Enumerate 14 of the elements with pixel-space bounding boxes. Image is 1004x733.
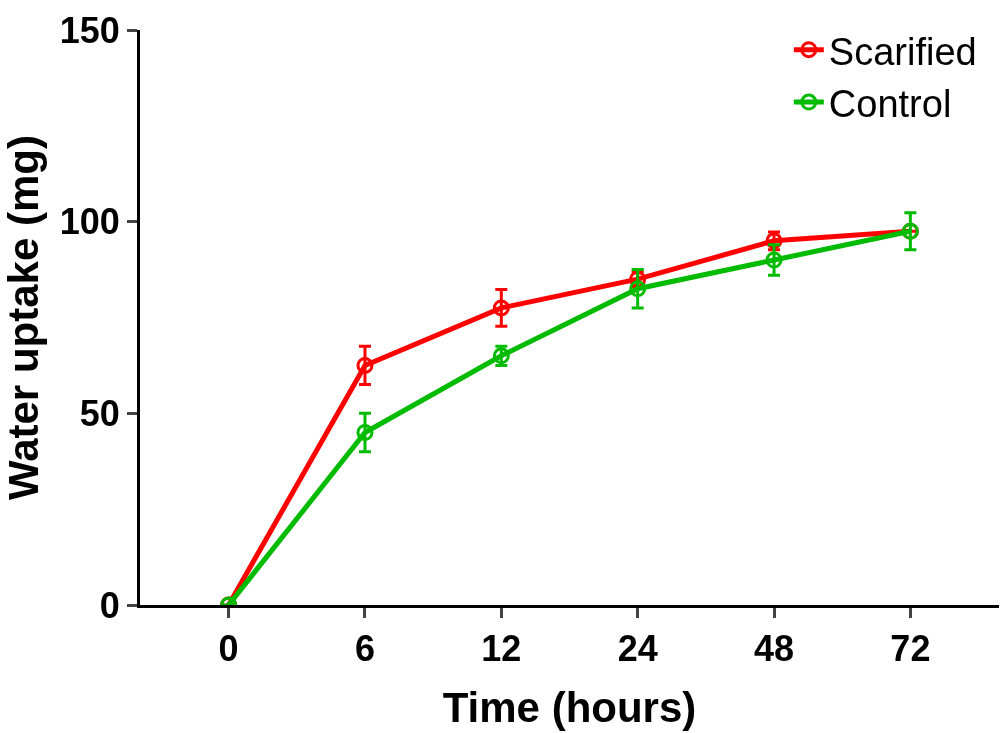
y-tick-label: 50 bbox=[79, 392, 120, 434]
legend-label: Scarified bbox=[828, 30, 977, 73]
x-axis-title: Time (hours) bbox=[442, 684, 697, 732]
legend-label: Control bbox=[828, 82, 952, 125]
x-tick-label: 24 bbox=[617, 628, 658, 670]
x-tick-label: 6 bbox=[354, 628, 375, 670]
x-tick-label: 12 bbox=[481, 628, 522, 670]
y-tick-label: 100 bbox=[59, 201, 120, 243]
x-tick-label: 0 bbox=[218, 628, 239, 670]
x-tick-label: 72 bbox=[890, 628, 931, 670]
y-axis-title: Water uptake (mg) bbox=[0, 135, 47, 500]
y-tick-label: 0 bbox=[99, 584, 120, 626]
x-tick-label: 48 bbox=[754, 628, 795, 670]
y-tick-label: 150 bbox=[59, 9, 120, 51]
